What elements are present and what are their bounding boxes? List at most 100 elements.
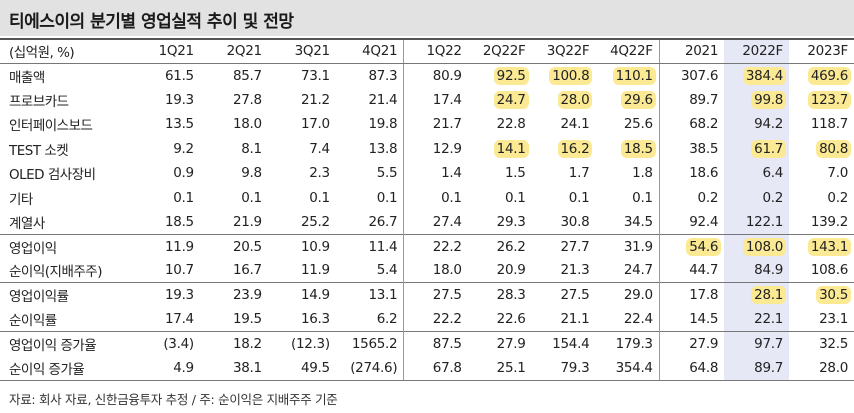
- cell-value: 18.6: [689, 165, 719, 182]
- row-label: 영업이익: [0, 233, 132, 259]
- table-row: OLED 검사장비 0.9 9.8 2.3 5.5 1.4 1.5 1.7 1.8 18.6 6.4…: [0, 160, 854, 186]
- column-header: 2Q22F: [467, 37, 532, 64]
- table-cell: 97.7: [724, 331, 790, 357]
- cell-value: 13.8: [368, 140, 398, 157]
- cell-value: 0.1: [241, 189, 262, 206]
- table-cell: 34.5: [595, 210, 659, 234]
- table-cell: 84.9: [724, 258, 790, 283]
- table-cell: 19.8: [336, 112, 404, 136]
- table-cell: 67.8: [403, 356, 468, 381]
- table-cell: 11.9: [268, 259, 336, 283]
- table-cell: 0.1: [336, 185, 404, 209]
- cell-value: 5.5: [376, 165, 398, 182]
- cell-value: 24.7: [623, 262, 653, 279]
- table-cell: 0.1: [132, 185, 200, 209]
- cell-value: 20.9: [496, 262, 526, 279]
- table-cell: 27.5: [531, 282, 596, 308]
- table-cell: 64.8: [658, 356, 725, 381]
- cell-value: 22.4: [623, 311, 653, 328]
- table-cell: 27.9: [467, 331, 532, 357]
- cell-value: 18.2: [232, 336, 262, 353]
- cell-value: 7.0: [827, 165, 848, 182]
- cell-value: 0.1: [441, 189, 462, 206]
- cell-value: 29.3: [496, 213, 526, 230]
- table-cell: 22.2: [403, 307, 468, 332]
- cell-value: 108.6: [810, 262, 848, 279]
- cell-value: 28.0: [557, 90, 593, 109]
- cell-value: 27.5: [560, 287, 590, 304]
- cell-value: 18.0: [232, 116, 262, 133]
- cell-value: 27.9: [496, 336, 526, 353]
- cell-value: 73.1: [300, 67, 330, 84]
- table-cell: 22.8: [468, 112, 532, 136]
- table-cell: 0.2: [724, 185, 790, 210]
- table-row: 매출액 61.5 85.7 73.1 87.3 80.9 92.5 100.8 110.1 307…: [0, 63, 854, 88]
- table-cell: 30.5: [789, 282, 854, 308]
- table-row: 기타 0.1 0.1 0.1 0.1 0.1 0.1 0.1 0.1 0.2 0.2 0.2: [0, 185, 854, 210]
- cell-value: 18.0: [432, 262, 462, 279]
- table-cell: 19.5: [200, 307, 268, 331]
- table-cell: 12.9: [403, 136, 468, 161]
- cell-value: 17.4: [164, 311, 194, 328]
- cell-value: 108.0: [742, 237, 787, 256]
- cell-value: 17.0: [300, 116, 330, 133]
- cell-value: 9.2: [173, 140, 194, 157]
- cell-value: 9.8: [241, 165, 262, 182]
- cell-value: 27.9: [689, 336, 719, 353]
- cell-value: 0.2: [827, 189, 848, 206]
- column-header: 3Q22F: [531, 37, 596, 64]
- column-header: 2022F: [724, 37, 790, 64]
- table-row: 프로브카드 19.3 27.8 21.2 21.4 17.4 24.7 28.0 29.6 89.…: [0, 87, 854, 113]
- cell-value: 1565.2: [351, 336, 398, 353]
- cell-value: 19.8: [368, 116, 398, 133]
- table-cell: 22.2: [403, 233, 468, 259]
- table-cell: 28.0: [789, 356, 854, 381]
- table-cell: 19.3: [132, 88, 200, 112]
- cell-value: 18.5: [164, 213, 194, 230]
- cell-value: 87.3: [368, 67, 398, 84]
- cell-value: (274.6): [350, 360, 398, 377]
- cell-value: 23.1: [819, 311, 848, 328]
- table-cell: 85.7: [200, 63, 268, 87]
- cell-value: 0.1: [173, 189, 194, 206]
- table-cell: 27.8: [200, 88, 268, 112]
- cell-value: 28.0: [819, 360, 848, 377]
- table-cell: 68.2: [658, 112, 725, 137]
- table-cell: 32.5: [789, 331, 854, 357]
- cell-value: 22.2: [432, 238, 462, 255]
- row-label: 매출액: [9, 69, 45, 86]
- table-cell: 154.4: [531, 331, 596, 357]
- cell-value: 11.9: [164, 238, 194, 255]
- cell-value: 34.5: [623, 213, 653, 230]
- table-cell: 100.8: [532, 63, 596, 87]
- table-cell: 99.8: [724, 87, 790, 113]
- table-cell: 92.5: [468, 63, 532, 87]
- table-cell: 23.9: [199, 282, 268, 308]
- row-label: 순이익(지배주주): [9, 264, 102, 281]
- cell-value: 18.5: [620, 139, 656, 158]
- table-cell: 11.4: [335, 233, 404, 259]
- table-cell: 307.6: [658, 63, 725, 88]
- table-row: 계열사 18.5 21.9 25.2 26.7 27.4 29.3 30.8 34.5 92.4 1…: [0, 209, 854, 235]
- cell-value: 67.8: [432, 360, 462, 377]
- cell-value: 154.4: [552, 336, 590, 353]
- table-cell: 28.1: [724, 282, 790, 308]
- table-cell: 179.3: [595, 331, 660, 357]
- table-cell: 13.8: [336, 137, 404, 161]
- cell-value: 22.1: [754, 311, 784, 328]
- cell-value: 5.4: [376, 262, 398, 279]
- cell-value: 4.9: [173, 360, 194, 377]
- cell-value: 21.2: [300, 91, 330, 108]
- table-cell: 29.3: [468, 210, 532, 234]
- table-cell: 5.4: [336, 259, 404, 283]
- table-cell: 21.7: [403, 112, 468, 137]
- table-cell: 24.7: [595, 259, 659, 283]
- table-cell: 10.7: [132, 259, 200, 283]
- cell-value: 12.9: [432, 140, 462, 157]
- table-cell: (3.4): [131, 331, 200, 357]
- table-cell: 25.1: [467, 356, 532, 381]
- cell-value: 68.2: [689, 116, 719, 133]
- table-cell: 14.9: [267, 282, 336, 308]
- cell-value: 11.9: [300, 262, 330, 279]
- cell-value: 79.3: [560, 360, 590, 377]
